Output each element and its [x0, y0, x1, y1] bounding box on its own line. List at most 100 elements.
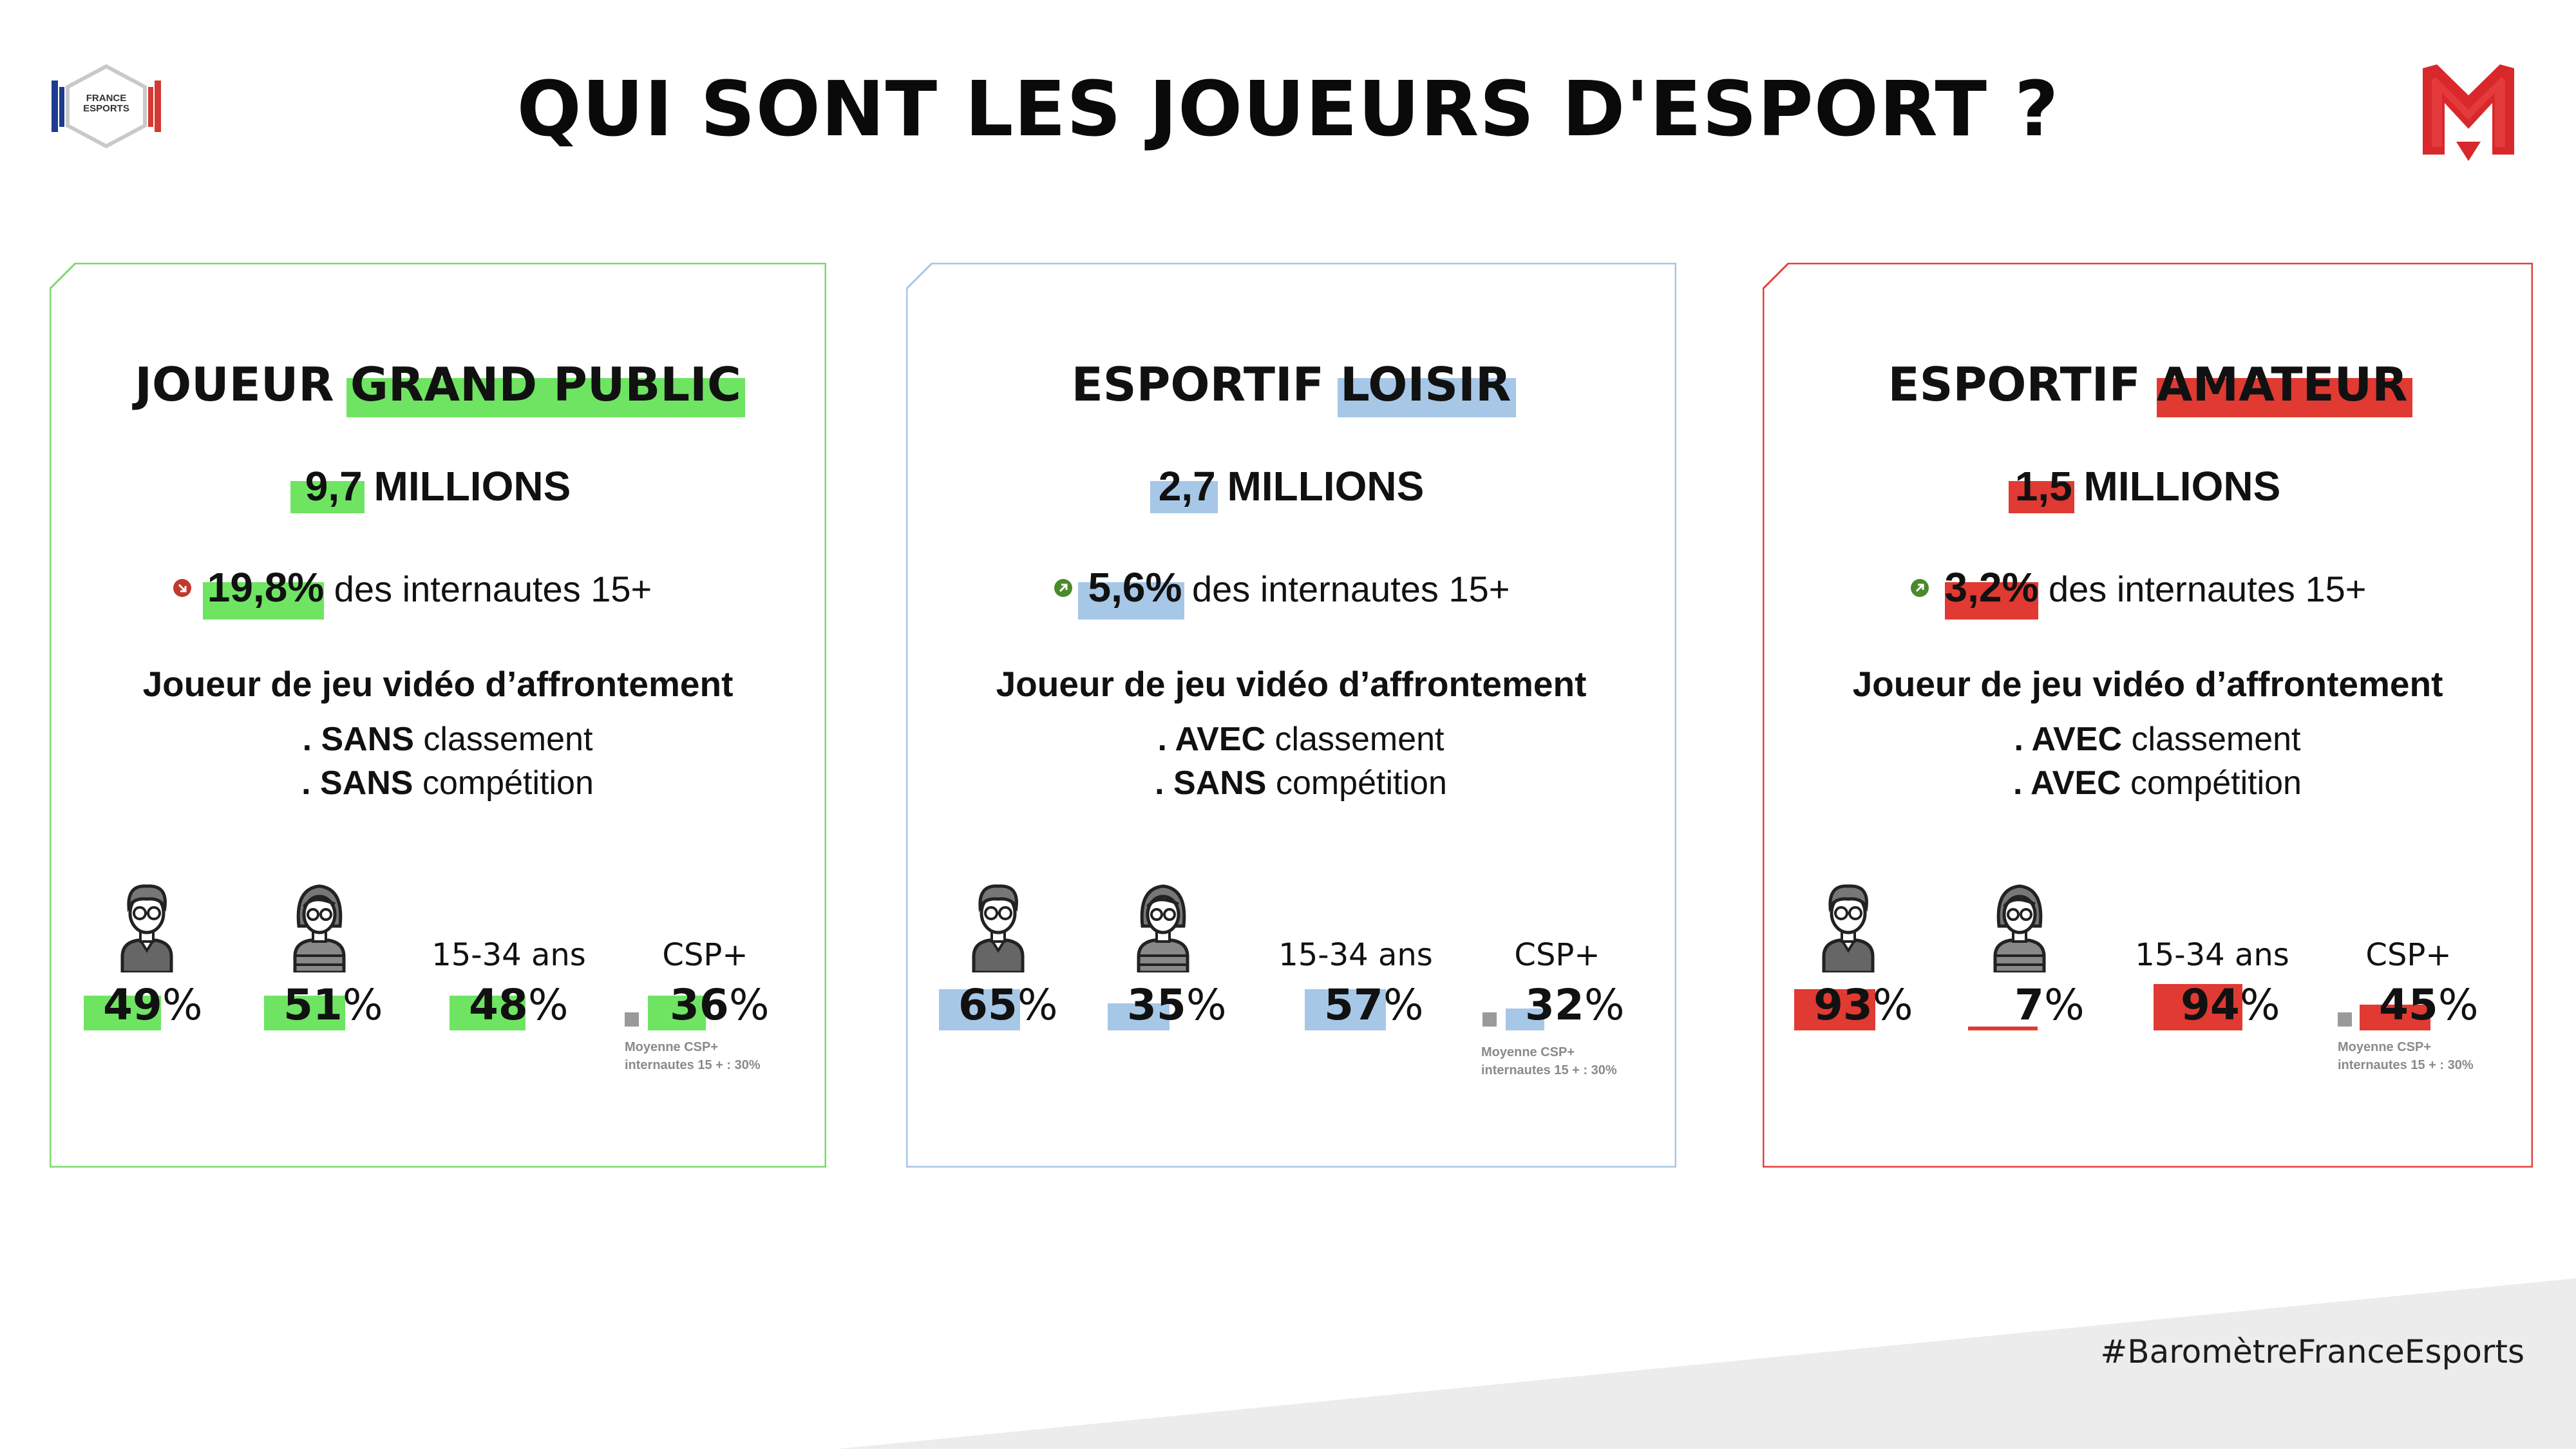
- stat-number: 57: [1324, 980, 1383, 1030]
- millions-number: 9,7: [290, 463, 365, 514]
- stat-bar: [2154, 984, 2242, 1030]
- stat-value: 32%: [1525, 980, 1625, 1030]
- share-label: des internautes 15+: [2038, 569, 2367, 609]
- stat-unit: %: [1584, 980, 1625, 1030]
- age-label: 15-34 ans: [2135, 937, 2289, 973]
- card-title: ESPORTIF LOISIR: [906, 357, 1676, 417]
- criteria-line-2: . AVEC compétition: [1763, 764, 2533, 802]
- stat-csp: 36%: [648, 980, 790, 1038]
- stat-bar: [1108, 1003, 1170, 1030]
- criteria-line-1: . AVEC classement: [1763, 720, 2533, 759]
- stat-number: 45: [2379, 980, 2438, 1030]
- share-percent: 5,6%: [1077, 564, 1184, 620]
- stat-unit: %: [1872, 980, 1913, 1030]
- woman-icon: [281, 876, 358, 972]
- media-m-logo: [2423, 64, 2514, 162]
- stat-age: 57%: [1305, 980, 1446, 1038]
- avg-line-1: Moyenne CSP+: [625, 1040, 719, 1054]
- woman-icon: [1124, 876, 1202, 972]
- card-content-1: JOUEUR GRAND PUBLIC 9,7 MILLIONS 19,8% d…: [50, 0, 826, 1449]
- stat-value: 49%: [103, 980, 203, 1030]
- stat-bar: [1968, 1027, 2038, 1030]
- avg-line-2: internautes 15 + : 30%: [2338, 1058, 2474, 1072]
- stat-bar: [450, 996, 526, 1030]
- card-title-highlight: LOISIR: [1338, 357, 1516, 417]
- avg-line-2: internautes 15 + : 30%: [1481, 1063, 1617, 1077]
- card-title-prefix: ESPORTIF: [1071, 357, 1340, 412]
- csp-average-note: Moyenne CSP+ internautes 15 + : 30%: [2338, 1038, 2474, 1074]
- criteria-line-2: . SANS compétition: [50, 764, 826, 802]
- card-content-3: ESPORTIF AMATEUR 1,5 MILLIONS 3,2% des i…: [1763, 0, 2533, 1449]
- stat-value: 57%: [1324, 980, 1424, 1030]
- stat-number: 32: [1525, 980, 1584, 1030]
- criteria-2-text: compétition: [2121, 764, 2302, 802]
- criteria-2-keyword: . SANS: [1155, 764, 1267, 802]
- stat-bar: [1305, 989, 1386, 1030]
- csp-label: CSP+: [662, 937, 748, 973]
- share-percent: 3,2%: [1944, 564, 2039, 620]
- card-title-prefix: JOUEUR: [135, 357, 350, 412]
- criteria-1-text: classement: [413, 721, 593, 758]
- stat-unit: %: [1383, 980, 1424, 1030]
- stat-bar: [264, 996, 345, 1030]
- criteria-1-keyword: . AVEC: [1157, 721, 1266, 758]
- criteria-2-keyword: . AVEC: [2013, 764, 2121, 802]
- stat-unit: %: [2043, 980, 2085, 1030]
- millions-label: MILLIONS: [1215, 463, 1425, 509]
- trend-up-icon: [1910, 578, 1929, 598]
- age-label: 15-34 ans: [1278, 937, 1433, 973]
- hashtag: #BaromètreFranceEsports: [2100, 1333, 2524, 1370]
- card-share: 19,8% des internautes 15+: [24, 564, 800, 620]
- stat-unit: %: [1017, 980, 1058, 1030]
- stat-number: 93: [1814, 980, 1873, 1030]
- stat-value: 94%: [2181, 980, 2280, 1030]
- stat-csp: 45%: [2360, 980, 2501, 1038]
- player-type: Joueur de jeu vidéo d’affrontement: [142, 664, 734, 704]
- stat-value: 36%: [670, 980, 770, 1030]
- card-millions: 1,5 MILLIONS: [1763, 462, 2533, 514]
- stat-number: 65: [958, 980, 1018, 1030]
- stat-number: 36: [670, 980, 729, 1030]
- stat-bar: [1506, 1009, 1544, 1030]
- share-label: des internautes 15+: [324, 569, 652, 609]
- stat-unit: %: [728, 980, 770, 1030]
- criteria-1-keyword: . AVEC: [2014, 721, 2123, 758]
- stat-value: 48%: [469, 980, 569, 1030]
- criteria-2-text: compétition: [1266, 764, 1447, 802]
- stat-value: 35%: [1127, 980, 1227, 1030]
- stat-unit: %: [1186, 980, 1227, 1030]
- csp-average-note: Moyenne CSP+ internautes 15 + : 30%: [625, 1038, 761, 1074]
- criteria-line-1: . SANS classement: [50, 720, 826, 759]
- stat-bar: [84, 996, 161, 1030]
- stat-number: 7: [2014, 980, 2044, 1030]
- stat-value: 7%: [2014, 980, 2085, 1030]
- card-frame: [1763, 263, 2533, 1168]
- france-esports-logo: FRANCE ESPORTS: [52, 61, 161, 151]
- stat-men: 49%: [84, 980, 225, 1038]
- criteria-line-1: . AVEC classement: [906, 720, 1676, 759]
- man-icon: [960, 876, 1037, 972]
- share-percent: 19,8%: [203, 564, 325, 620]
- csp-average-note: Moyenne CSP+ internautes 15 + : 30%: [1481, 1043, 1617, 1079]
- stat-unit: %: [2239, 980, 2280, 1030]
- stat-number: 35: [1127, 980, 1186, 1030]
- criteria-1-text: classement: [2122, 721, 2301, 758]
- stat-unit: %: [2438, 980, 2479, 1030]
- stat-number: 48: [469, 980, 528, 1030]
- stat-bar: [1794, 989, 1875, 1030]
- criteria-1-keyword: . SANS: [302, 721, 414, 758]
- share-label: des internautes 15+: [1182, 569, 1510, 609]
- millions-number: 1,5: [2009, 463, 2074, 514]
- age-label: 15-34 ans: [431, 937, 586, 973]
- stat-unit: %: [162, 980, 203, 1030]
- stat-csp: 32%: [1506, 980, 1647, 1038]
- stat-women: 7%: [1968, 980, 2110, 1038]
- stat-value: 65%: [958, 980, 1058, 1030]
- card-share: 3,2% des internautes 15+: [1753, 564, 2523, 620]
- stat-bar: [939, 989, 1020, 1030]
- card-millions: 2,7 MILLIONS: [906, 462, 1676, 514]
- csp-average-marker: [2338, 1012, 2352, 1027]
- player-type: Joueur de jeu vidéo d’affrontement: [996, 664, 1587, 704]
- stat-men: 93%: [1794, 980, 1936, 1038]
- card-share: 5,6% des internautes 15+: [896, 564, 1667, 620]
